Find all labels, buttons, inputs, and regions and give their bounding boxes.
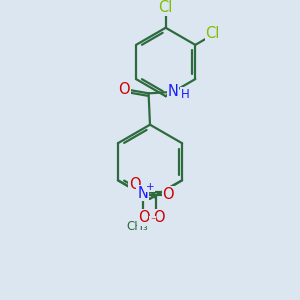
Text: O: O xyxy=(162,187,174,202)
Text: O: O xyxy=(129,177,140,192)
Text: N: N xyxy=(137,186,148,201)
Text: O: O xyxy=(153,210,164,225)
Text: Cl: Cl xyxy=(158,0,173,15)
Text: ⁻: ⁻ xyxy=(150,216,155,226)
Text: H: H xyxy=(180,88,189,101)
Text: N: N xyxy=(167,84,178,99)
Text: +: + xyxy=(146,182,155,192)
Text: Cl: Cl xyxy=(206,26,220,41)
Text: O: O xyxy=(138,210,150,225)
Text: O: O xyxy=(118,82,130,97)
Text: CH₃: CH₃ xyxy=(126,220,148,233)
